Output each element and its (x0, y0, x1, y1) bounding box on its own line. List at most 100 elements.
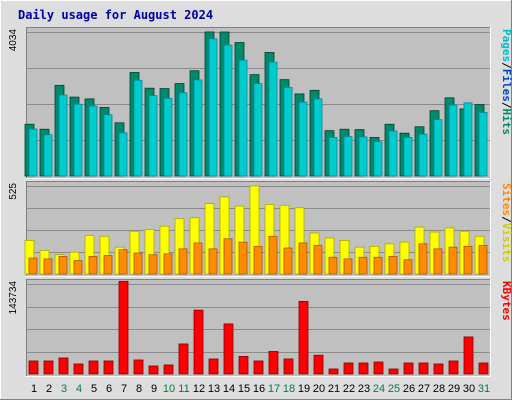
sites-bar (118, 249, 128, 275)
sites-bar (478, 245, 488, 275)
files-bar (283, 87, 293, 177)
day-label: 24 (373, 383, 385, 395)
kbytes-bar (133, 359, 144, 375)
files-bar (418, 133, 428, 177)
day-label: 29 (448, 383, 460, 395)
sites-bar (148, 254, 158, 275)
day-label: 19 (298, 383, 310, 395)
kbytes-bar (253, 360, 264, 375)
files-bar (358, 136, 368, 177)
kbytes-bar (373, 361, 384, 375)
sites-bar (208, 248, 218, 275)
sites-bar (28, 257, 38, 275)
files-bar (103, 114, 113, 177)
legend-entry: Hits (500, 109, 512, 136)
files-bar (328, 137, 338, 177)
files-bar (478, 112, 488, 177)
day-label: 26 (403, 383, 415, 395)
day-label: 18 (283, 383, 295, 395)
files-bar (148, 95, 158, 177)
sites-bar (388, 255, 398, 275)
files-bar (73, 103, 83, 177)
sites-bar (418, 243, 428, 275)
kbytes-bar (223, 323, 234, 375)
kbytes-bar (238, 356, 249, 375)
kbytes-bar (103, 360, 114, 375)
kbytes-bar (118, 280, 129, 375)
legend-entry: Pages (500, 29, 512, 62)
day-label: 3 (61, 383, 67, 395)
sites-bar (403, 259, 413, 275)
kbytes-bar (73, 363, 84, 375)
sites-bar (313, 245, 323, 275)
legend-entry: KBytes (500, 281, 512, 321)
files-bar (403, 137, 413, 177)
kbytes-bar (268, 351, 279, 375)
series-legend: KBytes (500, 281, 512, 321)
kbytes-bar (448, 360, 459, 375)
sites-bar (283, 247, 293, 275)
kbytes-bar (58, 357, 69, 375)
sites-bar (193, 242, 203, 275)
legend-entry: / (500, 102, 512, 109)
kbytes-bar (463, 336, 474, 375)
sites-bar (88, 255, 98, 275)
kbytes-bar (478, 362, 489, 375)
kbytes-bar (358, 362, 369, 375)
sites-bar (298, 242, 308, 275)
chart-title: Daily usage for August 2024 (18, 8, 213, 22)
sites-bar (43, 258, 53, 275)
files-bar (88, 105, 98, 177)
sites-bar (328, 256, 338, 275)
axis-max-label: 525 (8, 183, 19, 200)
files-bar (373, 141, 383, 177)
files-bar (448, 104, 458, 177)
panel-hits-files-pages: 4034 Pages/Files/Hits (8, 27, 512, 179)
kbytes-bar (193, 309, 204, 375)
legend-entry: Visits (500, 223, 512, 263)
files-bar (208, 38, 218, 177)
series-legend: Pages/Files/Hits (500, 29, 512, 135)
sites-bar (223, 238, 233, 275)
sites-bar (343, 258, 353, 275)
files-bar (163, 97, 173, 177)
files-bar (343, 136, 353, 177)
kbytes-bar (148, 365, 159, 375)
files-bar (28, 128, 38, 177)
kbytes-bar (178, 343, 189, 375)
series-files (28, 38, 488, 177)
series-kbytes (28, 280, 489, 375)
day-label: 27 (418, 383, 430, 395)
files-bar (43, 134, 53, 177)
day-label: 16 (253, 383, 265, 395)
day-label: 22 (343, 383, 355, 395)
series-sites (28, 235, 488, 275)
sites-bar (253, 245, 263, 275)
day-label: 30 (463, 383, 475, 395)
kbytes-bar (283, 358, 294, 375)
files-bar (238, 59, 248, 177)
legend-entry: Sites (500, 183, 512, 216)
kbytes-bar (418, 362, 429, 375)
files-bar (253, 83, 263, 177)
day-label: 12 (193, 383, 205, 395)
day-label: 1 (31, 383, 37, 395)
kbytes-bar (28, 360, 39, 375)
sites-bar (73, 260, 83, 275)
day-label: 25 (388, 383, 400, 395)
day-label: 2 (46, 383, 52, 395)
files-bar (268, 61, 278, 177)
files-bar (388, 130, 398, 177)
kbytes-bar (343, 362, 354, 375)
files-bar (298, 101, 308, 177)
panel-kbytes: 143734 KBytes (8, 279, 512, 377)
kbytes-bar (403, 362, 414, 375)
files-bar (313, 98, 323, 177)
files-bar (433, 119, 443, 177)
sites-bar (463, 245, 473, 275)
day-label: 17 (268, 383, 280, 395)
series-legend: Sites/Visits (500, 183, 512, 263)
kbytes-bar (313, 354, 324, 375)
sites-bar (358, 256, 368, 275)
